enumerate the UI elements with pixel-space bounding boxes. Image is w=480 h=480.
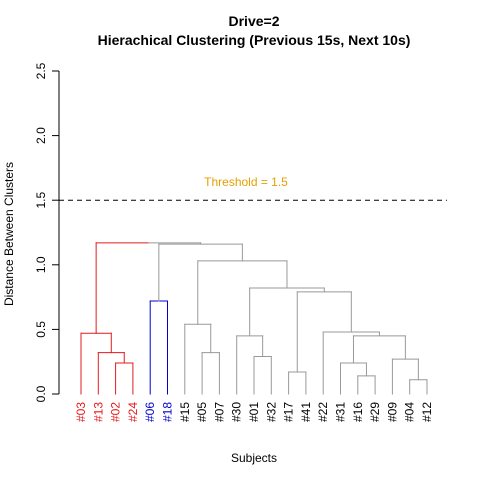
leaf-label: #03 [74, 402, 88, 422]
leaf-label: #07 [212, 402, 226, 422]
leaf-label: #05 [195, 402, 209, 422]
leaf-label: #17 [282, 402, 296, 422]
leaf-label: #30 [230, 402, 244, 422]
leaf-label: #22 [316, 402, 330, 422]
leaf-label: #12 [420, 402, 434, 422]
leaf-label: #02 [109, 402, 123, 422]
chart-title: Drive=2 [229, 13, 280, 29]
leaf-label: #13 [91, 402, 105, 422]
leaf-label: #04 [403, 402, 417, 422]
leaf-label: #01 [247, 402, 261, 422]
y-tick-label: 1.5 [34, 192, 48, 209]
leaf-label: #06 [143, 402, 157, 422]
leaf-label: #16 [351, 402, 365, 422]
dendrogram-tree [80, 242, 428, 395]
y-tick-label: 2.0 [34, 127, 48, 144]
leaf-label: #18 [161, 402, 175, 422]
leaf-label: #41 [299, 402, 313, 422]
y-tick-label: 2.5 [34, 62, 48, 79]
leaf-label: #32 [264, 402, 278, 422]
threshold-group: Threshold = 1.5 [59, 175, 447, 201]
chart-subtitle: Hierachical Clustering (Previous 15s, Ne… [98, 32, 411, 48]
y-axis: 0.0 0.5 1.0 1.5 2.0 2.5 [34, 62, 60, 402]
y-tick-label: 0.5 [34, 321, 48, 338]
leaf-labels: #03 #13 #02 #24 #06 #18 #15 #05 #07 #30 #01 #32 #17 #… [74, 402, 434, 422]
y-axis-label: Distance Between Clusters [2, 162, 16, 306]
leaf-label: #24 [126, 402, 140, 422]
x-axis-label: Subjects [231, 451, 277, 465]
leaf-label: #09 [385, 402, 399, 422]
leaf-label: #15 [178, 402, 192, 422]
y-tick-label: 1.0 [34, 256, 48, 273]
leaf-label: #31 [334, 402, 348, 422]
threshold-label: Threshold = 1.5 [204, 175, 288, 189]
leaf-label: #29 [368, 402, 382, 422]
y-tick-label: 0.0 [34, 385, 48, 402]
